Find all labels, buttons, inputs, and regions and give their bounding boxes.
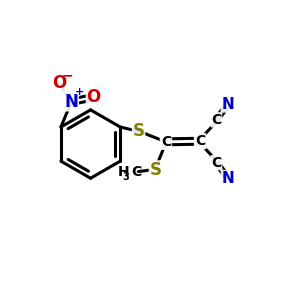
Text: N: N [64,93,78,111]
Text: −: − [61,68,73,82]
Text: C: C [161,135,171,149]
Text: C: C [132,164,142,178]
Text: +: + [75,87,84,97]
Text: C: C [195,134,205,148]
Text: H: H [118,164,129,178]
Text: C: C [211,113,222,127]
Text: O: O [52,74,66,92]
Text: S: S [133,122,145,140]
Text: S: S [149,161,161,179]
Text: 3: 3 [123,172,129,182]
Text: O: O [86,88,101,106]
Text: C: C [211,156,222,170]
Text: N: N [221,97,234,112]
Text: N: N [221,171,234,186]
